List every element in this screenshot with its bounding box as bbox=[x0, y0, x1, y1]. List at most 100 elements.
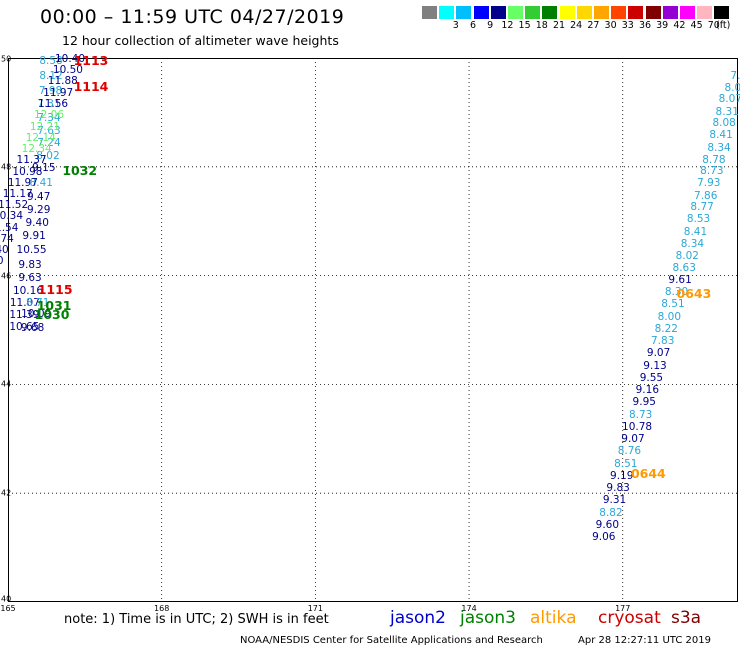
satellite-legend-jason2: jason2 bbox=[390, 608, 446, 628]
wave-height-value: 10.16 bbox=[12, 285, 43, 298]
wave-height-value: 10.40 bbox=[0, 243, 9, 256]
wave-height-value: 9.06 bbox=[592, 531, 616, 543]
wave-height-value: 11.20 bbox=[0, 254, 4, 267]
wave-height-value: 9.60 bbox=[595, 518, 620, 531]
wave-height-value: 11.97 bbox=[43, 86, 74, 99]
wave-height-value: 8.51 bbox=[614, 457, 638, 470]
satellite-legend-s3a: s3a bbox=[671, 608, 702, 628]
colorbar-swatch bbox=[680, 6, 695, 19]
wave-height-value: 8.73 bbox=[628, 408, 653, 421]
colorbar-swatch bbox=[422, 6, 437, 19]
wave-height-value: 8.78 bbox=[702, 153, 726, 166]
colorbar-label: 3 bbox=[452, 20, 459, 31]
wave-height-value: 8.58 bbox=[39, 54, 63, 67]
colorbar-label: 42 bbox=[673, 20, 686, 31]
wave-height-value: 9.61 bbox=[668, 273, 692, 286]
wave-height-value: 8.07 bbox=[718, 93, 740, 106]
wave-height-value: 9.16 bbox=[635, 384, 660, 397]
wave-height-value: 8.02 bbox=[36, 150, 60, 163]
colorbar-swatch bbox=[542, 6, 558, 19]
credit-line: NOAA/NESDIS Center for Satellite Applica… bbox=[240, 635, 543, 646]
wave-height-value: 8.41 bbox=[709, 128, 733, 141]
wave-height-value: 8.00 bbox=[657, 310, 682, 323]
wave-height-value: 7.31 bbox=[37, 97, 61, 110]
colorbar-label: 39 bbox=[656, 20, 669, 31]
wave-height-value: 8.22 bbox=[654, 322, 678, 335]
colorbar-label: 33 bbox=[621, 20, 634, 31]
pass-time-label: 1031 bbox=[36, 297, 72, 313]
wave-height-value: 11.17 bbox=[2, 187, 33, 200]
latitude-label: 48 bbox=[1, 162, 12, 172]
wave-height-value: 9.91 bbox=[22, 229, 46, 242]
longitude-label: 177 bbox=[615, 604, 631, 613]
colorbar-swatch bbox=[508, 6, 523, 19]
wave-height-value: 8.71 bbox=[26, 297, 50, 310]
pass-time-label: 1030 bbox=[34, 306, 70, 322]
map-title: 00:00 – 11:59 UTC 04/27/2019 bbox=[40, 6, 345, 28]
wave-height-value: 11.97 bbox=[7, 176, 38, 189]
colorbar-label: 18 bbox=[535, 20, 548, 31]
wave-height-value: 8.08 bbox=[712, 117, 736, 130]
colorbar-label: 36 bbox=[638, 20, 652, 31]
wave-height-value: 12.06 bbox=[33, 108, 64, 121]
wave-height-value: 9.31 bbox=[602, 494, 627, 507]
wave-height-value: 11.07 bbox=[9, 297, 40, 310]
wave-height-value: 11.88 bbox=[47, 75, 78, 88]
wave-height-value: 11.37 bbox=[16, 153, 47, 166]
wave-height-value: 9.83 bbox=[18, 258, 42, 271]
wave-height-value: 12.14 bbox=[25, 131, 56, 144]
wave-height-value: 9.07 bbox=[646, 347, 671, 360]
wave-height-value: 7.93 bbox=[697, 176, 721, 189]
wave-height-value: 9.15 bbox=[32, 162, 56, 175]
pass-time-label: 0644 bbox=[630, 465, 666, 481]
colorbar-swatch bbox=[594, 6, 609, 19]
colorbar-swatch bbox=[645, 6, 661, 19]
map-subtitle: 12 hour collection of altimeter wave hei… bbox=[62, 33, 339, 48]
colorbar-swatch bbox=[525, 6, 541, 19]
wave-height-value: 8.73 bbox=[700, 164, 724, 177]
colorbar-swatch bbox=[490, 6, 506, 19]
wave-height-value: 9.63 bbox=[18, 271, 42, 284]
pass-time-label: 1032 bbox=[62, 162, 98, 178]
wave-height-value: 7. bbox=[730, 69, 740, 82]
wave-height-value: 8.41 bbox=[683, 225, 708, 238]
colorbar-swatch bbox=[628, 6, 644, 19]
wave-height-value: 11.54 bbox=[0, 221, 19, 234]
colorbar-label: 15 bbox=[518, 20, 531, 31]
colorbar-label: 30 bbox=[604, 20, 617, 31]
wave-height-value: 9.55 bbox=[639, 371, 664, 384]
wave-height-value: 8.34 bbox=[680, 237, 705, 250]
satellite-legend-cryosat: cryosat bbox=[598, 608, 661, 628]
wave-height-value: 8.02 bbox=[675, 249, 699, 262]
colorbar-swatch bbox=[662, 6, 678, 19]
colorbar-swatch bbox=[611, 6, 627, 19]
wave-height-value: 11.74 bbox=[0, 232, 14, 245]
wave-height-value: 8.63 bbox=[672, 261, 696, 274]
colorbar-label: 12 bbox=[501, 20, 514, 31]
wave-height-value: 10.34 bbox=[0, 210, 24, 223]
wave-height-value: 8.51 bbox=[661, 298, 685, 311]
wave-height-value: 7.83 bbox=[650, 335, 675, 348]
longitude-label: 165 bbox=[0, 604, 16, 613]
latitude-label: 44 bbox=[1, 379, 12, 389]
colorbar-unit: (ft) bbox=[716, 20, 731, 31]
footer-note: note: 1) Time is in UTC; 2) SWH is in fe… bbox=[64, 612, 329, 627]
colorbar-label: 27 bbox=[587, 20, 600, 31]
colorbar-swatch bbox=[439, 6, 455, 19]
latitude-label: 42 bbox=[1, 488, 12, 498]
wave-height-value: 12.21 bbox=[29, 120, 60, 133]
latitude-label: 46 bbox=[1, 271, 12, 281]
colorbar-label: 45 bbox=[690, 20, 703, 31]
wave-height-value: 8.53 bbox=[686, 212, 711, 225]
longitude-label: 171 bbox=[307, 604, 323, 613]
wave-height-value: 9.68 bbox=[20, 321, 45, 334]
wave-height-value: 9.19 bbox=[610, 469, 634, 482]
wave-height-value: 8.12 bbox=[39, 69, 63, 82]
colorbar-label: 24 bbox=[570, 20, 583, 31]
wave-height-value: 8.82 bbox=[599, 506, 623, 519]
wave-height-value: 7.34 bbox=[37, 111, 61, 124]
wave-height-value: 8.30 bbox=[664, 286, 689, 299]
satellite-legend-altika: altika bbox=[530, 608, 577, 628]
colorbar-swatch bbox=[576, 6, 592, 19]
